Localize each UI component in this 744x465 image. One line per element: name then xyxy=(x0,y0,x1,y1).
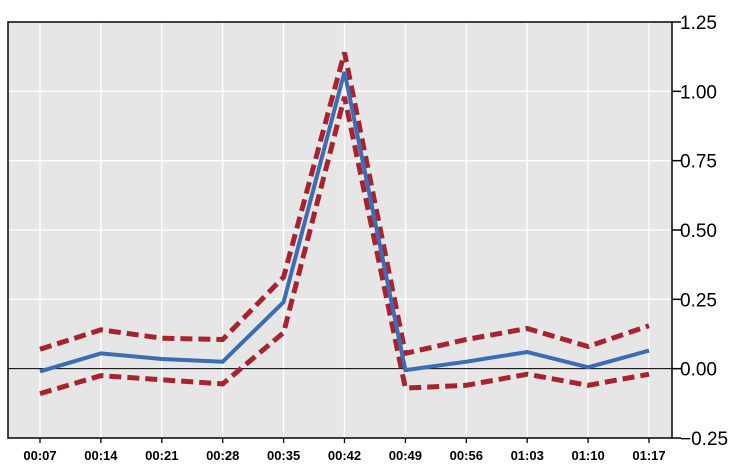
y-tick-label: 1.25 xyxy=(680,13,717,34)
y-tick-label: 0.50 xyxy=(680,221,717,242)
y-tick-label: 0.00 xyxy=(680,360,717,381)
x-tick-label: 00:07 xyxy=(23,448,56,463)
y-axis: 1.25 1.00 0.75 0.50 0.25 0.00 −0.25 xyxy=(672,13,728,450)
x-tick-label: 00:14 xyxy=(84,448,118,463)
y-tick-label: 0.75 xyxy=(680,152,717,173)
x-tick-label: 01:03 xyxy=(511,448,544,463)
y-tick-label: −0.25 xyxy=(680,429,728,450)
x-tick-label: 00:35 xyxy=(267,448,300,463)
series-line-lower-bound xyxy=(39,96,650,396)
series-line-upper-bound xyxy=(39,51,650,357)
series-line-estimate xyxy=(39,71,650,374)
x-tick-label: 00:42 xyxy=(328,448,361,463)
x-tick-label: 01:10 xyxy=(571,448,604,463)
y-tick-label: 1.00 xyxy=(680,82,717,103)
x-tick-label: 00:21 xyxy=(145,448,178,463)
series-group xyxy=(39,51,650,396)
x-tick-label: 01:17 xyxy=(632,448,665,463)
x-tick-label: 00:49 xyxy=(389,448,422,463)
x-axis: 00:07 00:14 00:21 00:28 00:35 00:42 00:49 00:56… xyxy=(23,438,666,463)
x-tick-label: 00:28 xyxy=(206,448,239,463)
y-tick-label: 0.25 xyxy=(680,290,717,311)
x-tick-label: 00:56 xyxy=(450,448,483,463)
